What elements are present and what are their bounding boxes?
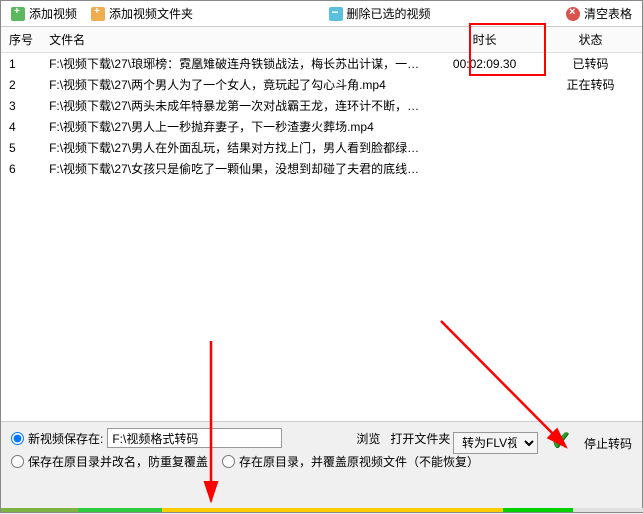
cell-index: 4 — [1, 116, 41, 137]
add-video-button[interactable]: 添加视频 — [11, 5, 77, 22]
table-row[interactable]: 5F:\视频下载\27\男人在外面乱玩，结果对方找上门，男人看到脸都绿了.mp4 — [1, 137, 642, 158]
save-new-label: 新视频保存在: — [28, 430, 103, 447]
col-status: 状态 — [539, 27, 642, 53]
col-index: 序号 — [1, 27, 41, 53]
cell-duration — [430, 95, 539, 116]
cell-status — [539, 137, 642, 158]
cell-duration — [430, 137, 539, 158]
cell-index: 3 — [1, 95, 41, 116]
table-row[interactable]: 1F:\视频下载\27\琅琊榜：霓凰雉破连舟铁锁战法，梅长苏出计谋，一招帮…00… — [1, 53, 642, 75]
video-table: 序号 文件名 时长 状态 1F:\视频下载\27\琅琊榜：霓凰雉破连舟铁锁战法，… — [1, 27, 642, 179]
add-video-label: 添加视频 — [29, 5, 77, 22]
cell-duration — [430, 116, 539, 137]
cell-status: 正在转码 — [539, 74, 642, 95]
cell-filename: F:\视频下载\27\男人在外面乱玩，结果对方找上门，男人看到脸都绿了.mp4 — [41, 137, 430, 158]
cell-duration: 00:02:09.30 — [430, 53, 539, 75]
table-row[interactable]: 3F:\视频下载\27\两头未成年特暴龙第一次对战霸王龙，连环计不断，独眼… — [1, 95, 642, 116]
table-row[interactable]: 2F:\视频下载\27\两个男人为了一个女人，竟玩起了勾心斗角.mp4 正在转码 — [1, 74, 642, 95]
cell-duration — [430, 158, 539, 179]
cell-index: 5 — [1, 137, 41, 158]
cell-status — [539, 116, 642, 137]
cell-status — [539, 95, 642, 116]
save-new-radio[interactable]: 新视频保存在: — [11, 430, 103, 447]
save-path-input[interactable] — [107, 428, 282, 448]
cell-status — [539, 158, 642, 179]
add-folder-label: 添加视频文件夹 — [109, 5, 193, 22]
col-filename: 文件名 — [41, 27, 430, 53]
remove-icon — [329, 7, 343, 21]
remove-selected-button[interactable]: 删除已选的视频 — [329, 5, 431, 22]
cell-index: 1 — [1, 53, 41, 75]
save-overwrite-label: 存在原目录，并覆盖原视频文件（不能恢复） — [239, 453, 479, 470]
save-overwrite-radio[interactable]: 存在原目录，并覆盖原视频文件（不能恢复） — [222, 453, 479, 470]
cell-filename: F:\视频下载\27\两头未成年特暴龙第一次对战霸王龙，连环计不断，独眼… — [41, 95, 430, 116]
check-icon[interactable] — [548, 430, 574, 456]
save-new-radio-input[interactable] — [11, 432, 24, 445]
add-folder-icon — [91, 7, 105, 21]
add-folder-button[interactable]: 添加视频文件夹 — [91, 5, 193, 22]
cell-duration — [430, 74, 539, 95]
add-file-icon — [11, 7, 25, 21]
cell-index: 2 — [1, 74, 41, 95]
clear-table-button[interactable]: 清空表格 — [566, 5, 632, 22]
table-row[interactable]: 4F:\视频下载\27\男人上一秒抛弃妻子，下一秒渣妻火葬场.mp4 — [1, 116, 642, 137]
stop-button[interactable]: 停止转码 — [584, 435, 632, 452]
bottom-panel: 新视频保存在: 浏览 打开文件夹 保存在原目录并改名，防重复覆盖 存在原目录，并… — [1, 422, 642, 481]
save-rename-radio[interactable]: 保存在原目录并改名，防重复覆盖 — [11, 453, 208, 470]
open-folder-button[interactable]: 打开文件夹 — [390, 430, 450, 447]
cell-filename: F:\视频下载\27\女孩只是偷吃了一颗仙果，没想到却碰了夫君的底线.mp4 — [41, 158, 430, 179]
table-row[interactable]: 6F:\视频下载\27\女孩只是偷吃了一颗仙果，没想到却碰了夫君的底线.mp4 — [1, 158, 642, 179]
cell-index: 6 — [1, 158, 41, 179]
cell-filename: F:\视频下载\27\两个男人为了一个女人，竟玩起了勾心斗角.mp4 — [41, 74, 430, 95]
save-overwrite-radio-input[interactable] — [222, 455, 235, 468]
cell-status: 已转码 — [539, 53, 642, 75]
clear-icon — [566, 7, 580, 21]
video-table-container: 序号 文件名 时长 状态 1F:\视频下载\27\琅琊榜：霓凰雉破连舟铁锁战法，… — [1, 27, 642, 422]
save-rename-radio-input[interactable] — [11, 455, 24, 468]
cell-filename: F:\视频下载\27\男人上一秒抛弃妻子，下一秒渣妻火葬场.mp4 — [41, 116, 430, 137]
browse-button[interactable]: 浏览 — [356, 430, 380, 447]
toolbar: 添加视频 添加视频文件夹 删除已选的视频 清空表格 — [1, 1, 642, 27]
progress-bar — [1, 508, 643, 512]
remove-selected-label: 删除已选的视频 — [347, 5, 431, 22]
format-select[interactable]: 转为FLV视频 — [453, 432, 538, 454]
save-rename-label: 保存在原目录并改名，防重复覆盖 — [28, 453, 208, 470]
cell-filename: F:\视频下载\27\琅琊榜：霓凰雉破连舟铁锁战法，梅长苏出计谋，一招帮… — [41, 53, 430, 75]
col-duration: 时长 — [430, 27, 539, 53]
clear-table-label: 清空表格 — [584, 5, 632, 22]
